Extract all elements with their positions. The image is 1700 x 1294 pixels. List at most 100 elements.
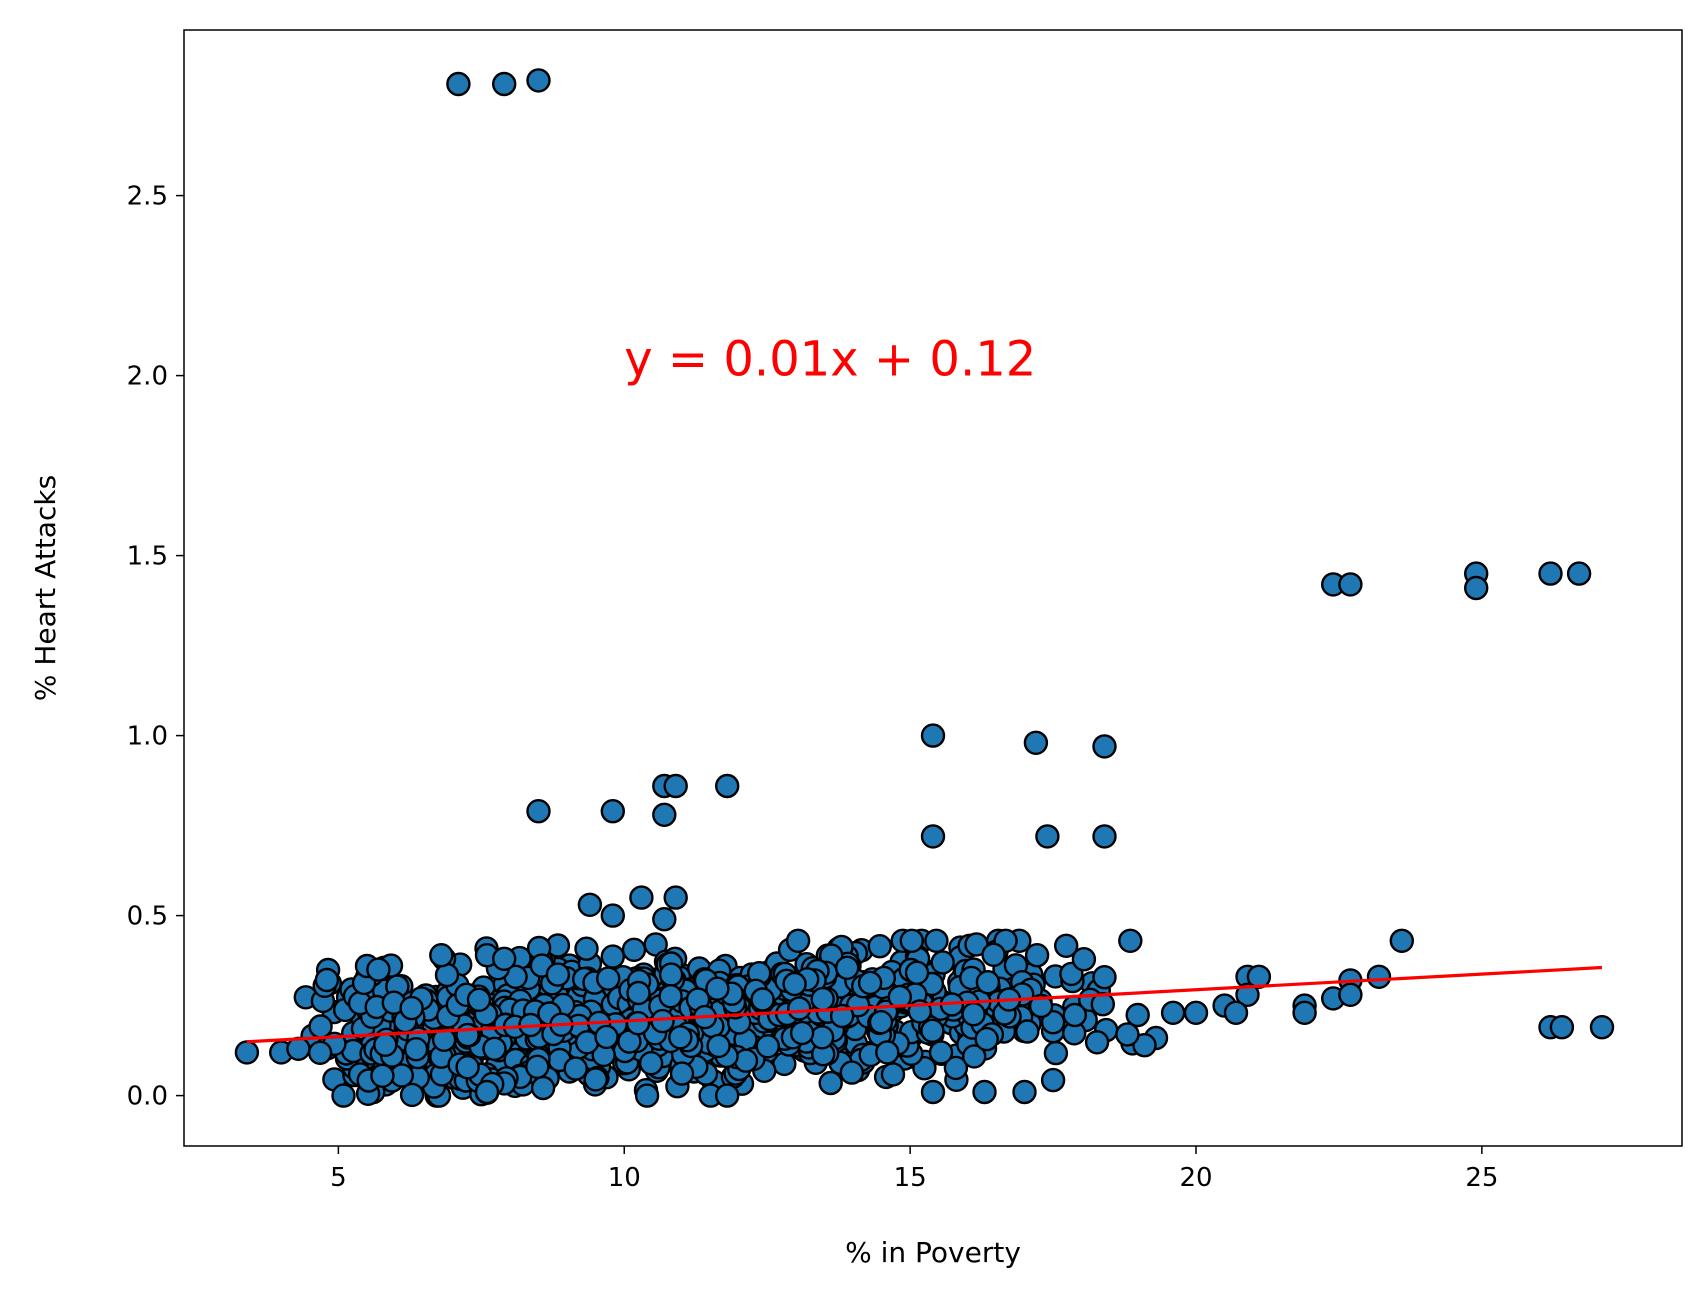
regression-equation: y = 0.01x + 0.12: [624, 332, 1036, 388]
data-point: [668, 1025, 693, 1050]
data-point: [658, 962, 684, 987]
data-point: [705, 976, 730, 1001]
data-points: [234, 68, 1615, 1108]
data-point: [1092, 824, 1117, 849]
data-point: [930, 950, 955, 975]
data-point: [835, 955, 860, 980]
data-point: [904, 960, 930, 985]
data-point: [1566, 561, 1592, 586]
data-point: [875, 1040, 900, 1065]
data-point: [750, 987, 775, 1012]
data-point: [1028, 993, 1054, 1019]
data-point: [1012, 1079, 1037, 1105]
data-point: [920, 723, 946, 748]
y-tick-label: 1.5: [127, 542, 168, 572]
data-point: [629, 885, 654, 910]
data-point: [526, 799, 551, 824]
data-point: [1115, 1022, 1140, 1047]
data-point: [563, 1056, 588, 1081]
data-point: [596, 966, 621, 991]
data-point: [1235, 982, 1260, 1007]
data-point: [981, 942, 1006, 967]
data-point: [600, 799, 625, 824]
data-point: [583, 1067, 608, 1092]
x-tick-label: 5: [330, 1163, 347, 1193]
data-point: [1389, 928, 1415, 953]
data-point: [669, 1061, 695, 1086]
data-point: [650, 1008, 675, 1034]
data-point: [373, 1032, 398, 1058]
data-point: [1338, 982, 1363, 1007]
data-point: [880, 1062, 906, 1087]
data-point: [577, 892, 603, 917]
data-point: [924, 928, 949, 953]
data-point: [1043, 1040, 1069, 1066]
data-point: [1292, 1000, 1317, 1025]
x-axis-label: % in Poverty: [845, 1236, 1021, 1269]
data-point: [466, 987, 492, 1012]
data-point: [530, 1075, 556, 1101]
data-point: [920, 824, 946, 849]
data-point: [857, 970, 883, 996]
data-point: [962, 1044, 987, 1069]
data-point: [1035, 824, 1060, 849]
data-point: [434, 962, 460, 988]
data-point: [789, 1020, 815, 1046]
data-point: [526, 68, 551, 93]
data-point: [867, 934, 892, 959]
data-point: [1040, 1010, 1066, 1035]
data-point: [1062, 1002, 1088, 1028]
data-point: [446, 71, 471, 97]
data-point: [787, 996, 812, 1021]
data-point: [706, 1033, 731, 1059]
x-tick-label: 10: [608, 1163, 641, 1193]
data-point: [1092, 965, 1117, 990]
data-point: [545, 962, 571, 987]
y-axis: 0.0 0.5 1.0 1.5 2.0 2.5: [127, 182, 184, 1112]
data-point: [818, 1070, 843, 1096]
data-point: [594, 1024, 619, 1050]
data-point: [600, 944, 625, 969]
data-point: [1040, 1067, 1066, 1093]
data-point: [455, 1022, 480, 1048]
data-point: [492, 71, 517, 97]
data-point: [658, 984, 683, 1009]
data-point: [525, 1054, 550, 1080]
data-point: [1338, 572, 1363, 597]
data-point: [1223, 1000, 1249, 1025]
data-point: [810, 986, 835, 1012]
regression-line: [246, 965, 1603, 1044]
data-point: [621, 937, 647, 962]
y-tick-label: 0.0: [127, 1082, 168, 1112]
data-point: [1092, 734, 1117, 759]
data-point: [1015, 1019, 1040, 1044]
regression-layer: [246, 965, 1603, 1044]
data-point: [1589, 1014, 1615, 1040]
data-point: [314, 967, 340, 993]
data-point: [943, 1055, 969, 1081]
data-point: [715, 1083, 740, 1108]
y-tick-label: 2.5: [127, 182, 168, 212]
y-tick-label: 2.0: [127, 362, 168, 392]
y-axis-label: % Heart Attacks: [29, 475, 62, 701]
data-point: [782, 971, 807, 997]
data-point: [920, 1018, 945, 1044]
data-point: [755, 1034, 780, 1059]
data-point: [1183, 1000, 1209, 1025]
data-point: [625, 1011, 651, 1036]
data-point: [715, 773, 740, 799]
data-point: [785, 928, 811, 953]
data-point: [887, 984, 912, 1010]
data-point: [975, 970, 1001, 995]
data-point: [286, 1036, 311, 1062]
data-point: [638, 1050, 664, 1076]
data-point: [331, 1083, 356, 1108]
data-point: [663, 773, 688, 799]
data-point: [1463, 575, 1489, 601]
data-point: [626, 980, 651, 1006]
data-point: [234, 1040, 260, 1065]
data-point: [809, 1025, 835, 1050]
data-point: [482, 1036, 507, 1062]
x-tick-label: 20: [1179, 1163, 1212, 1193]
